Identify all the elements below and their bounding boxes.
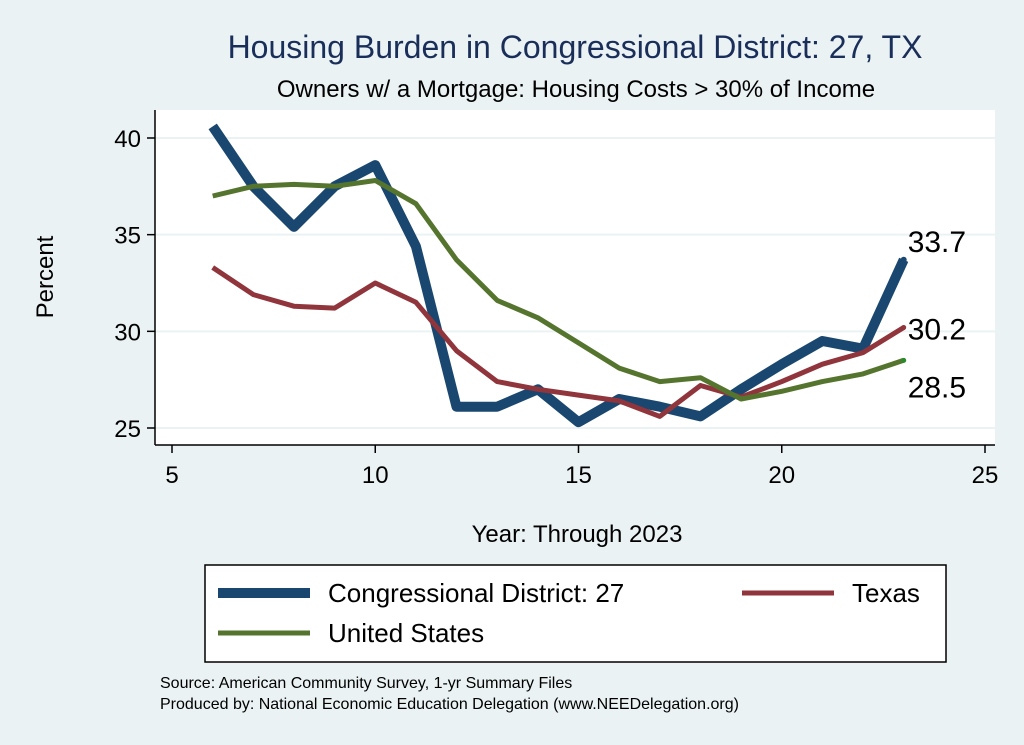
y-axis-label: Percent bbox=[32, 235, 59, 318]
legend-label-united-states: United States bbox=[328, 618, 484, 648]
legend: Congressional District: 27 Texas United … bbox=[204, 564, 947, 663]
y-tick-label: 40 bbox=[114, 126, 141, 153]
x-tick-label: 20 bbox=[768, 462, 795, 489]
legend-label-texas: Texas bbox=[852, 578, 920, 608]
y-tick-label: 35 bbox=[114, 223, 141, 250]
end-label-united-states: 28.5 bbox=[908, 371, 966, 404]
legend-label-district: Congressional District: 27 bbox=[328, 578, 624, 608]
x-tick-label: 5 bbox=[165, 462, 178, 489]
y-tick-label: 30 bbox=[114, 319, 141, 346]
chart-subtitle: Owners w/ a Mortgage: Housing Costs > 30… bbox=[277, 76, 875, 103]
x-tick-label: 15 bbox=[565, 462, 592, 489]
x-tick-label: 10 bbox=[362, 462, 389, 489]
end-label-district: 33.7 bbox=[908, 226, 966, 259]
x-tick-label: 25 bbox=[972, 462, 999, 489]
end-label-texas: 30.2 bbox=[908, 313, 966, 346]
series-end-point-district bbox=[900, 256, 907, 263]
series-end-point-texas bbox=[901, 324, 907, 330]
plot-area bbox=[155, 110, 995, 445]
series-line-united-states bbox=[212, 178, 905, 402]
source-note: Source: American Community Survey, 1-yr … bbox=[160, 675, 572, 692]
y-tick-label: 25 bbox=[114, 416, 141, 443]
producer-note: Produced by: National Economic Education… bbox=[160, 696, 739, 713]
x-axis-label: Year: Through 2023 bbox=[472, 521, 683, 548]
series-end-point-united-states bbox=[901, 357, 907, 363]
series-line-texas bbox=[211, 265, 906, 419]
chart-title: Housing Burden in Congressional District… bbox=[228, 29, 923, 65]
legend-box bbox=[204, 564, 947, 663]
series-line-district bbox=[208, 123, 909, 428]
